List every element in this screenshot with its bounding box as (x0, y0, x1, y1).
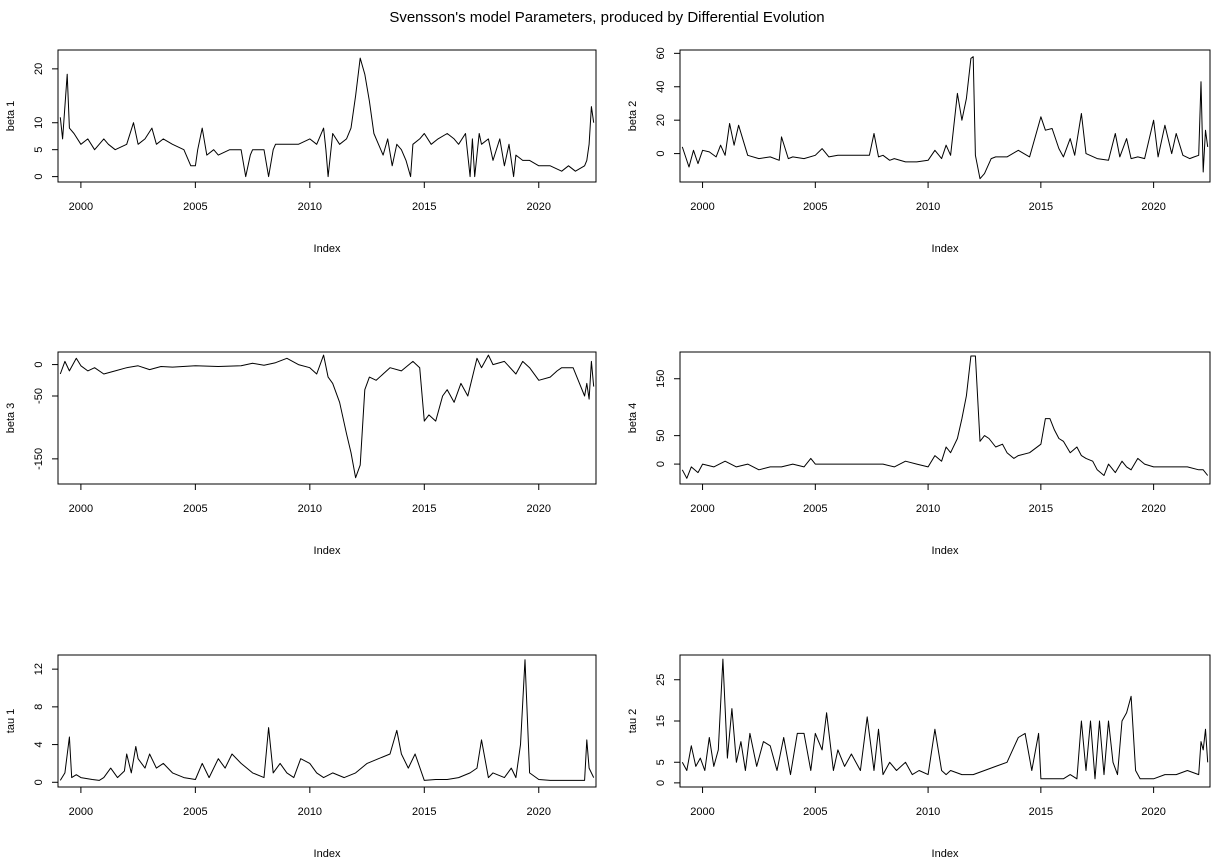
x-tick-label: 2005 (183, 201, 207, 213)
x-tick-label: 2005 (183, 806, 207, 818)
y-axis-label: beta 4 (627, 403, 639, 434)
x-tick-label: 2015 (1029, 503, 1053, 515)
y-axis-label: tau 2 (627, 709, 639, 733)
y-tick-label: 20 (33, 63, 45, 75)
x-tick-label: 2020 (527, 201, 551, 213)
x-tick-label: 2000 (69, 806, 93, 818)
y-tick-label: 0 (655, 780, 667, 786)
y-tick-label: -150 (33, 448, 45, 470)
x-tick-label: 2015 (1029, 806, 1053, 818)
x-tick-label: 2010 (298, 806, 322, 818)
y-tick-label: 10 (33, 117, 45, 129)
series-line (681, 658, 1209, 780)
x-tick-label: 2005 (803, 806, 827, 818)
series-line (681, 56, 1209, 180)
x-tick-label: 2015 (412, 201, 436, 213)
x-tick-label: 2015 (412, 503, 436, 515)
y-axis-label: tau 1 (5, 709, 17, 733)
x-tick-label: 2005 (803, 503, 827, 515)
y-tick-label: 50 (655, 430, 667, 442)
x-tick-label: 2015 (412, 806, 436, 818)
x-axis-label: Index (314, 848, 341, 860)
x-axis-label: Index (932, 545, 959, 557)
x-tick-label: 2010 (916, 201, 940, 213)
x-tick-label: 2015 (1029, 201, 1053, 213)
x-axis-label: Index (932, 848, 959, 860)
x-tick-label: 2020 (527, 806, 551, 818)
y-tick-label: 0 (33, 174, 45, 180)
x-tick-label: 2010 (916, 806, 940, 818)
y-tick-label: 8 (33, 704, 45, 710)
x-tick-label: 2000 (69, 503, 93, 515)
y-axis-label: beta 1 (5, 101, 17, 132)
y-axis-label: beta 3 (5, 403, 17, 434)
panel-2: 2000 2005 2010 2015 2020 0 20 40 60 Index beta 2 (627, 47, 1211, 255)
x-tick-label: 2010 (916, 503, 940, 515)
y-tick-label: 0 (655, 461, 667, 467)
x-tick-label: 2005 (803, 201, 827, 213)
x-axis-label: Index (314, 545, 341, 557)
panel-3: 2000 2005 2010 2015 2020 0 -50 -150 Index beta 3 (5, 351, 597, 557)
plot-frame (679, 49, 1211, 183)
panel-5: 2000 2005 2010 2015 2020 0 4 8 12 Index tau 1 (5, 654, 597, 860)
x-axis-label: Index (932, 243, 959, 255)
y-tick-label: 5 (33, 147, 45, 153)
x-tick-label: 2005 (183, 503, 207, 515)
plot-frame (57, 351, 597, 485)
plot-frame (57, 49, 597, 183)
y-tick-label: 60 (655, 47, 667, 59)
y-tick-label: 0 (33, 362, 45, 368)
x-tick-label: 2000 (69, 201, 93, 213)
y-tick-label: -50 (33, 388, 45, 404)
y-tick-label: 5 (655, 759, 667, 765)
x-tick-label: 2020 (527, 503, 551, 515)
figure-title: Svensson's model Parameters, produced by… (389, 9, 824, 26)
y-tick-label: 12 (33, 663, 45, 675)
y-tick-label: 25 (655, 674, 667, 686)
y-axis-label: beta 2 (627, 101, 639, 132)
y-tick-label: 20 (655, 114, 667, 126)
y-tick-label: 0 (655, 151, 667, 157)
x-tick-label: 2000 (690, 503, 714, 515)
y-tick-label: 150 (655, 370, 667, 388)
series-line (59, 659, 595, 781)
x-tick-label: 2020 (1141, 806, 1165, 818)
panel-1: 2000 2005 2010 2015 2020 0 5 10 20 Index beta 1 (5, 49, 597, 255)
series-line (681, 355, 1209, 479)
x-tick-label: 2020 (1141, 503, 1165, 515)
panel-6: 2000 2005 2010 2015 2020 0 5 15 25 Index tau 2 (627, 654, 1211, 860)
x-tick-label: 2020 (1141, 201, 1165, 213)
series-line (59, 57, 595, 178)
x-tick-label: 2010 (298, 201, 322, 213)
x-tick-label: 2010 (298, 503, 322, 515)
y-tick-label: 0 (33, 779, 45, 785)
x-tick-label: 2000 (690, 201, 714, 213)
series-line (59, 354, 595, 479)
x-tick-label: 2000 (690, 806, 714, 818)
y-tick-label: 40 (655, 81, 667, 93)
plot-frame (679, 654, 1211, 788)
x-axis-label: Index (314, 243, 341, 255)
y-tick-label: 15 (655, 715, 667, 727)
plot-frame (679, 351, 1211, 485)
panel-4: 2000 2005 2010 2015 2020 0 50 150 Index beta 4 (627, 351, 1211, 557)
plot-frame (57, 654, 597, 788)
y-tick-label: 4 (33, 742, 45, 748)
